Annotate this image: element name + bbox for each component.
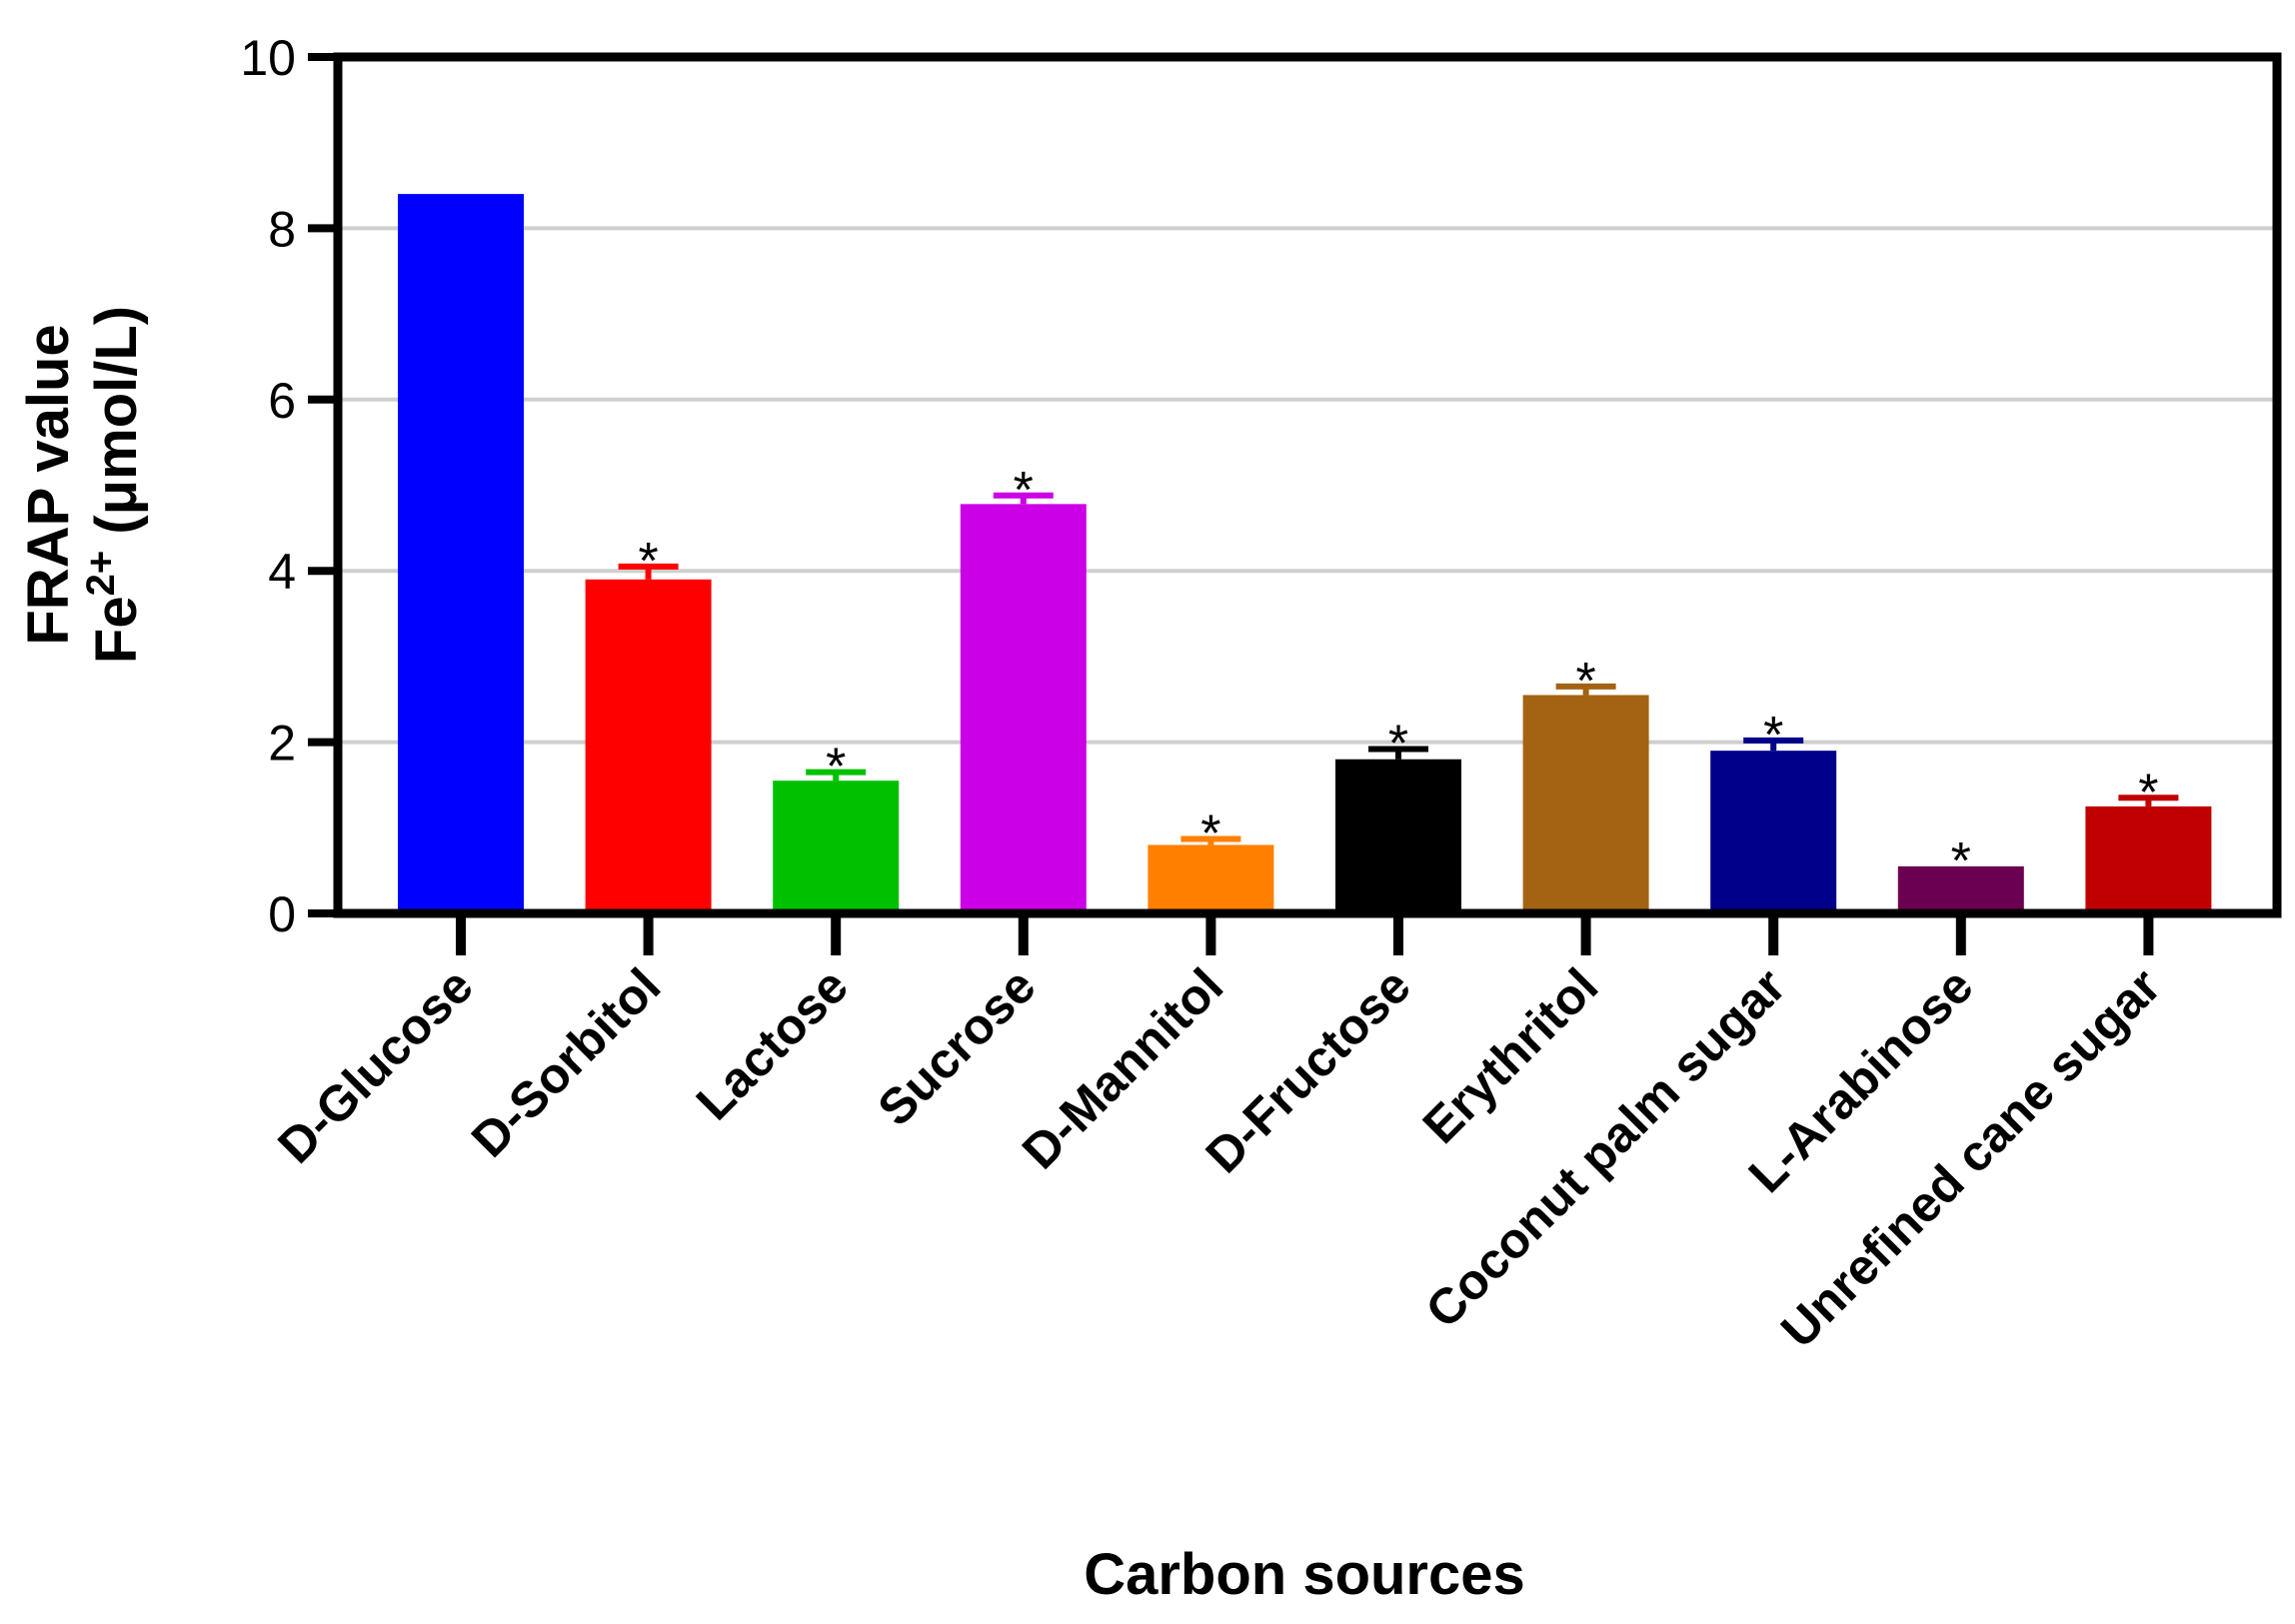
category-label: D-Fructose [1195, 957, 1421, 1183]
significance-star: * [1388, 715, 1408, 773]
significance-star: * [2138, 764, 2158, 821]
x-axis-title: Carbon sources [1084, 1542, 1525, 1607]
bar [585, 579, 712, 913]
category-label: Unrefined cane sugar [1770, 957, 2171, 1358]
y-axis-ticks: 0 2 4 6 8 10 [240, 30, 338, 942]
y-tick-label: 2 [268, 716, 296, 772]
category-label: D-Sorbitol [461, 957, 671, 1167]
bars [398, 194, 2212, 913]
y-tick-label: 0 [268, 886, 296, 942]
significance-star: * [1200, 805, 1220, 862]
y-tick-label: 6 [268, 373, 296, 429]
significance-star: * [826, 739, 846, 797]
y-axis-unit-base: Fe [84, 596, 149, 664]
bar [1710, 751, 1837, 913]
x-axis-ticks [456, 913, 2154, 955]
significance-star: * [1575, 653, 1595, 711]
plot-frame [333, 52, 2282, 918]
gridlines [338, 226, 2277, 745]
bar [1522, 695, 1649, 913]
y-tick-label: 4 [268, 544, 296, 600]
bar [960, 504, 1087, 913]
significance-star: * [1951, 832, 1971, 890]
bar [773, 781, 900, 913]
bar [2085, 806, 2212, 913]
y-tick-label: 10 [240, 30, 296, 86]
category-label: Lactose [686, 957, 859, 1130]
bar [1148, 844, 1274, 913]
y-axis-unit: (μmol/L) [84, 306, 149, 551]
category-label: Coconut palm sugar [1415, 957, 1796, 1338]
y-tick-label: 8 [268, 201, 296, 257]
significance-markers: * * * * * * * * * [638, 462, 2158, 890]
category-label: Sucrose [867, 957, 1046, 1136]
bar [1335, 759, 1461, 913]
y-axis-title: FRAP value [16, 324, 81, 645]
significance-star: * [1014, 462, 1034, 520]
category-label: Erythritol [1412, 957, 1609, 1154]
y-axis-title-line2: Fe2+ (μmol/L) [79, 306, 149, 664]
bar [1897, 865, 2024, 913]
bar [398, 194, 524, 913]
y-axis-unit-sup: 2+ [79, 551, 123, 597]
significance-star: * [1763, 707, 1783, 765]
significance-star: * [638, 533, 658, 591]
y-axis-title-line1: FRAP value [16, 324, 81, 645]
category-label: D-Glucose [267, 957, 483, 1173]
